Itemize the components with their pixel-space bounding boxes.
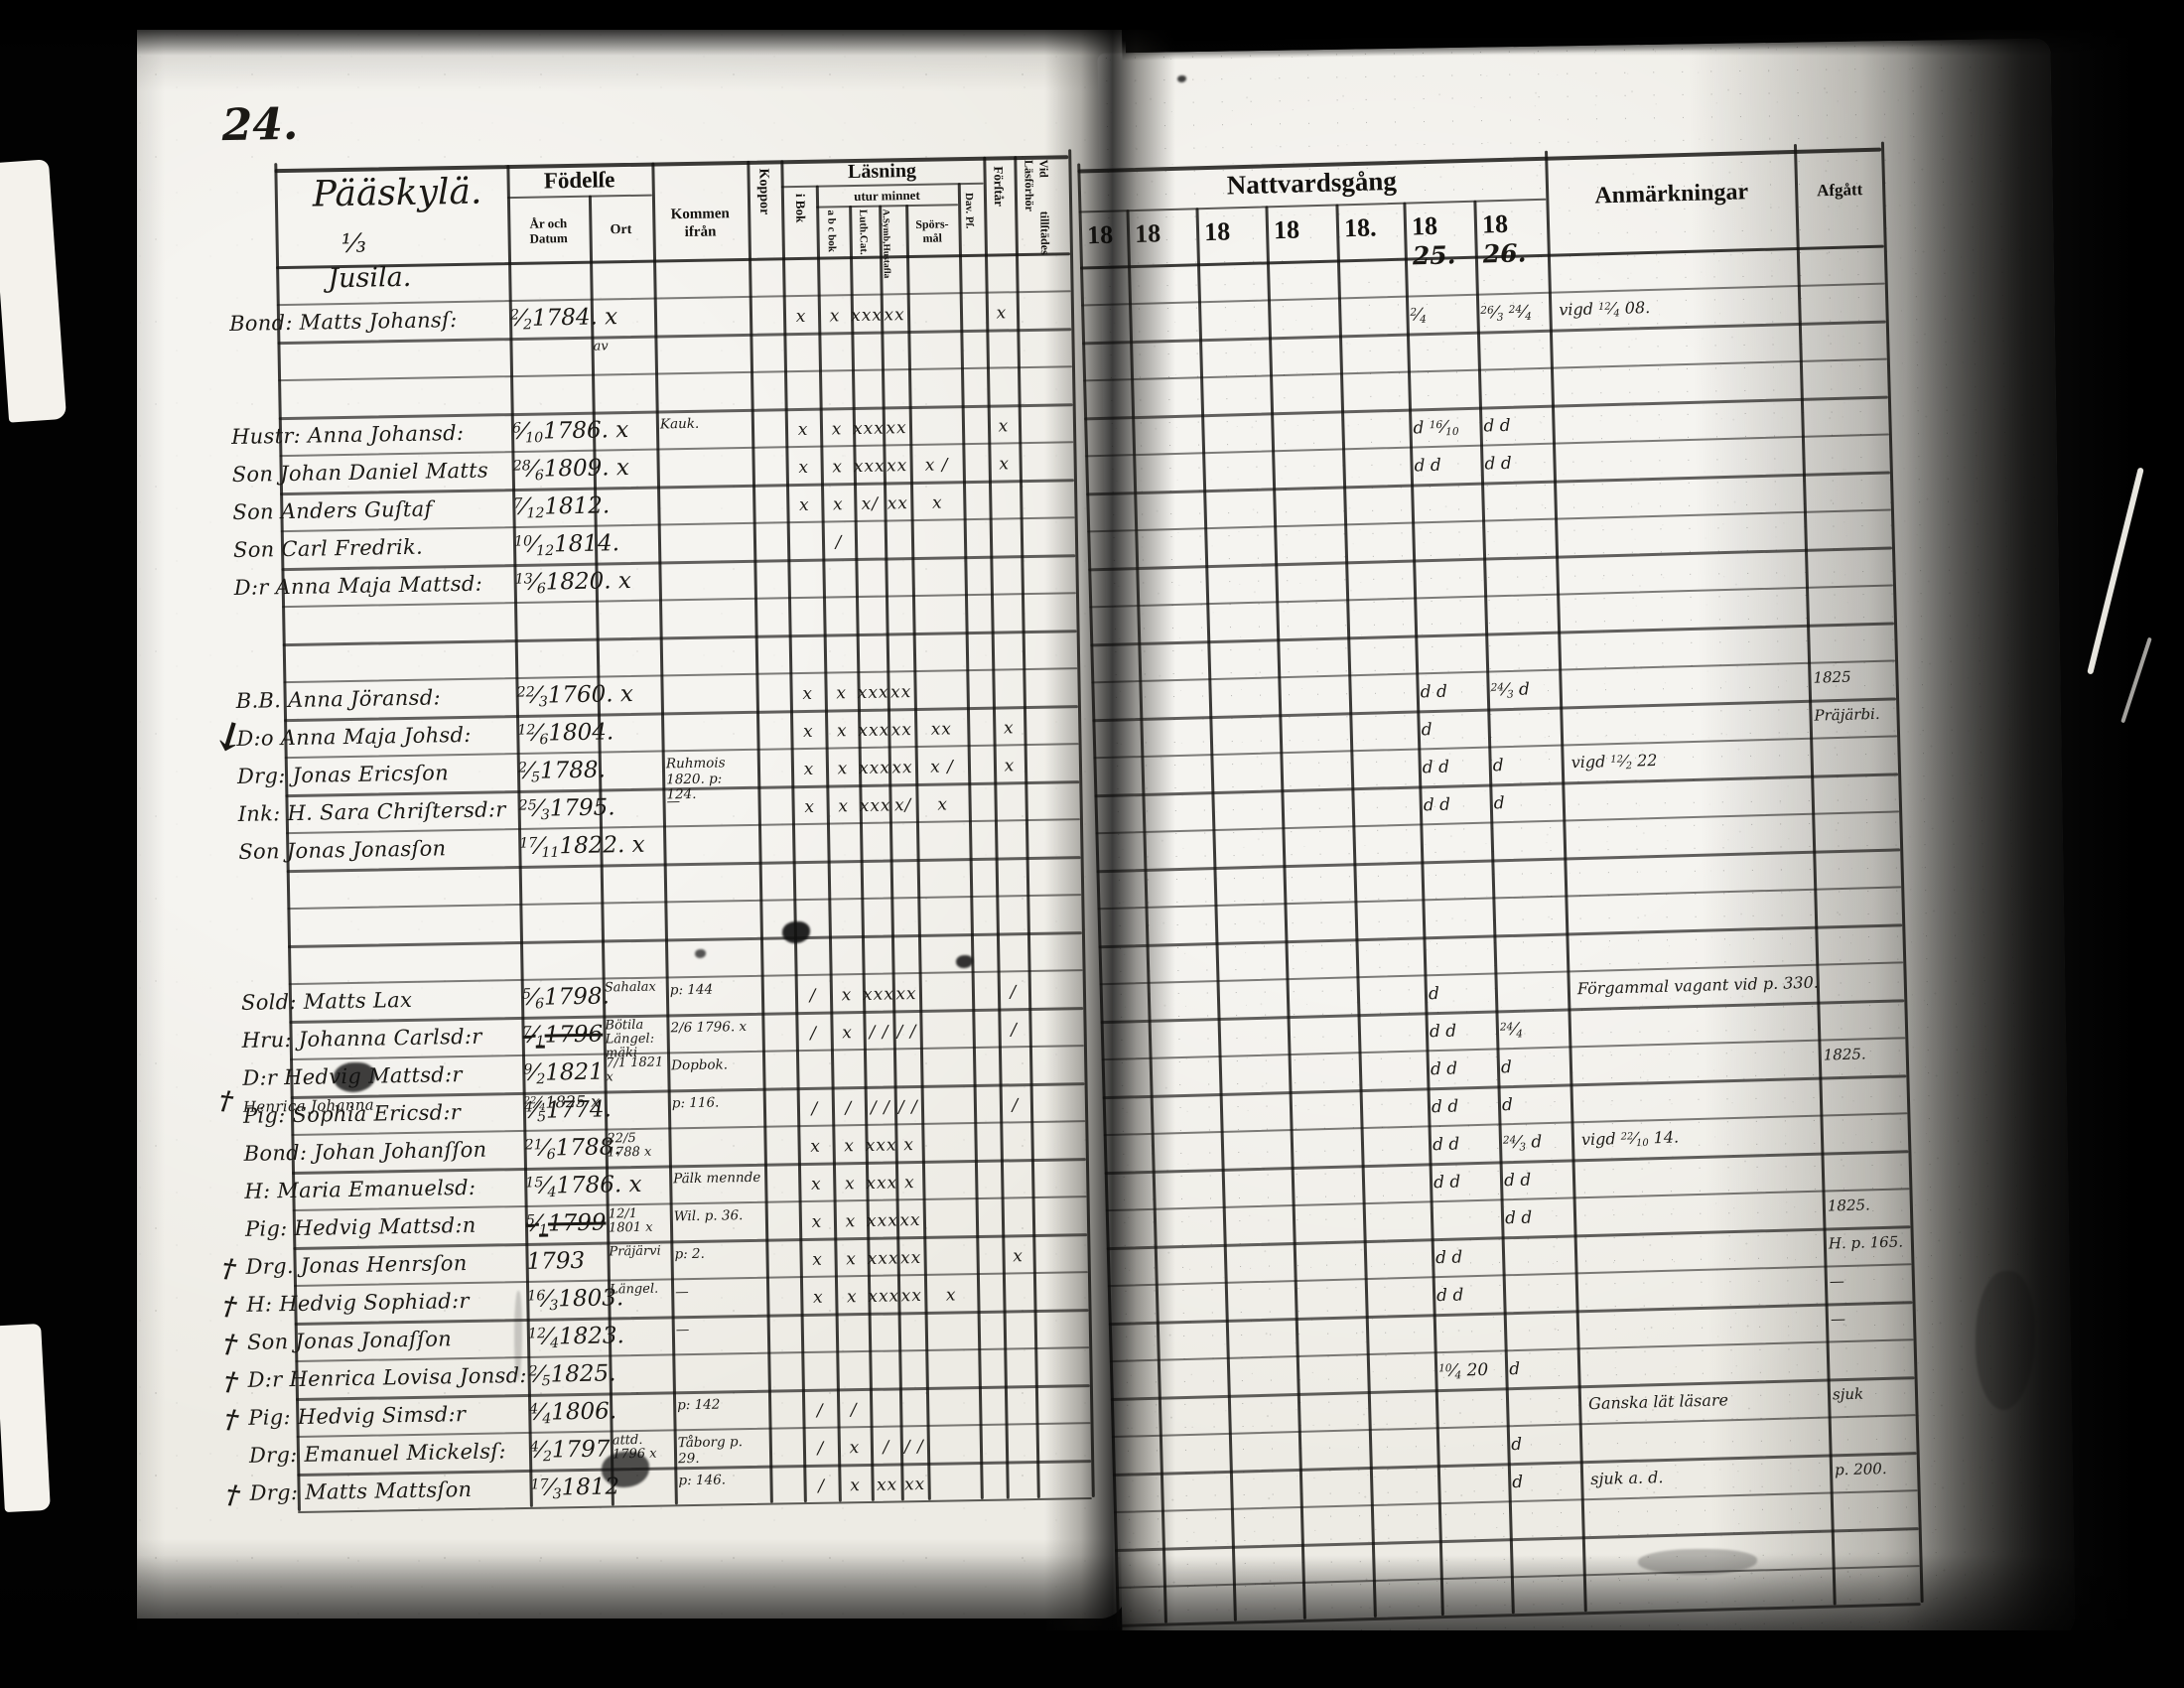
grid-line: [1114, 1527, 1919, 1553]
communion-mark: d: [1508, 1358, 1521, 1380]
grid-line: [1086, 471, 1890, 496]
communion-mark: d: [1492, 756, 1504, 776]
grid-line: [1108, 1301, 1913, 1327]
afgatt-header: Afgått: [1816, 180, 1863, 201]
departed-note: H. p. 165.: [1828, 1232, 1904, 1253]
grid-line: [1096, 848, 1901, 874]
grid-line: [1195, 208, 1237, 1621]
grid-line: [1107, 1263, 1912, 1288]
scan-bottom-shadow: [0, 1555, 2184, 1632]
communion-mark: d d: [1504, 1207, 1533, 1229]
communion-mark: 24⁄3 d: [1502, 1132, 1543, 1154]
year-cell: 18: [1273, 214, 1300, 245]
communion-mark: 24⁄3 d: [1490, 679, 1531, 701]
communion-mark: 26⁄3 24⁄4: [1480, 302, 1532, 324]
grid-line: [1082, 320, 1886, 346]
communion-mark: d: [1428, 983, 1440, 1005]
book-gutter-shadow: [1044, 20, 1175, 1656]
communion-mark: d 16⁄10: [1413, 417, 1459, 439]
grid-line: [1087, 508, 1891, 533]
departed-note: 1825.: [1823, 1045, 1866, 1064]
year-cell: 18 25.: [1411, 211, 1456, 271]
communion-mark: d: [1501, 1095, 1514, 1116]
year-cell: 18.: [1343, 212, 1377, 243]
remark-note: sjuk a. d.: [1589, 1468, 1664, 1489]
communion-mark: d: [1510, 1434, 1523, 1456]
communion-mark: d: [1500, 1057, 1513, 1078]
anmarkningar-header: Anmärkningar: [1594, 178, 1749, 209]
departed-note: sjuk: [1832, 1384, 1864, 1404]
communion-mark: 10⁄4 20: [1437, 1359, 1489, 1382]
departed-note: p. 200.: [1834, 1459, 1887, 1479]
communion-mark: d d: [1432, 1134, 1460, 1156]
departed-note: —: [1829, 1272, 1845, 1291]
grid-line: [1098, 923, 1903, 949]
grid-line: [1473, 200, 1515, 1615]
grid-line: [1403, 202, 1444, 1617]
year-handwritten: 25.: [1412, 240, 1456, 271]
remark-note: Förgammal vagant vid p. 330.: [1576, 972, 1820, 999]
communion-mark: d d: [1429, 1021, 1457, 1043]
communion-mark: d: [1493, 793, 1505, 814]
grid-line: [1793, 143, 1837, 1606]
year-cell: 18 26.: [1481, 209, 1527, 269]
communion-mark: d d: [1414, 455, 1441, 477]
remark-note: Ganska lät läsare: [1587, 1390, 1729, 1414]
departed-note: 1825.: [1827, 1196, 1871, 1215]
communion-mark: d: [1512, 1472, 1524, 1493]
ink-blot: [1177, 75, 1186, 82]
grid-line: [1092, 697, 1897, 723]
grid-line: [1089, 584, 1894, 609]
grid-line: [1097, 886, 1902, 911]
grid-line: [1265, 206, 1306, 1619]
departed-note: 1825: [1813, 667, 1851, 687]
communion-mark: d d: [1434, 1247, 1463, 1269]
ink-blot: [602, 1452, 649, 1487]
communion-mark: 2⁄4: [1410, 305, 1427, 326]
remark-note: vigd 12⁄2 22: [1570, 750, 1658, 773]
communion-mark: d d: [1435, 1285, 1464, 1307]
grid-line: [1090, 622, 1895, 647]
grid-line: [1083, 357, 1887, 382]
scan-top-fade: [0, 30, 2184, 56]
ink-blot: [956, 955, 973, 968]
communion-mark: d: [1421, 720, 1433, 741]
communion-mark: d d: [1422, 757, 1450, 778]
right-edge-shadow: [1906, 0, 2184, 1688]
year-handwritten: 26.: [1482, 238, 1527, 269]
ink-blot: [334, 1062, 375, 1092]
departed-note: —: [1830, 1310, 1846, 1329]
communion-mark: d d: [1484, 453, 1512, 475]
grid-line: [1106, 1225, 1911, 1251]
ink-blot: [514, 1291, 522, 1380]
grid-line: [1095, 810, 1900, 835]
departed-note: Präjärbi.: [1814, 704, 1880, 725]
remark-note: vigd 22⁄10 14.: [1580, 1127, 1680, 1150]
grid-line: [1335, 204, 1377, 1618]
communion-mark: d d: [1423, 794, 1451, 816]
communion-mark: d d: [1433, 1172, 1461, 1194]
communion-mark: 24⁄4: [1499, 1019, 1524, 1041]
grid-line: [1113, 1489, 1918, 1514]
communion-mark: d d: [1420, 681, 1448, 703]
communion-mark: d d: [1431, 1096, 1459, 1118]
ink-blot: [782, 921, 810, 943]
ink-blot: [695, 949, 706, 958]
grid-line: [1545, 150, 1587, 1613]
remark-note: vigd 12⁄4 08.: [1559, 297, 1651, 320]
grid-line: [1088, 546, 1893, 572]
scan-bottom-border: [0, 1630, 2184, 1688]
communion-mark: d d: [1483, 415, 1511, 437]
communion-mark: d d: [1430, 1058, 1458, 1080]
scan-top-border: [0, 0, 2184, 30]
communion-mark: d d: [1503, 1170, 1532, 1192]
year-cell: 18: [1203, 216, 1231, 247]
